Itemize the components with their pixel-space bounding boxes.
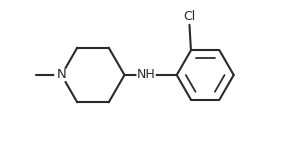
Text: Cl: Cl xyxy=(183,10,196,23)
Circle shape xyxy=(137,66,155,84)
Circle shape xyxy=(55,68,68,82)
Text: NH: NH xyxy=(137,69,155,81)
Text: N: N xyxy=(57,69,66,81)
